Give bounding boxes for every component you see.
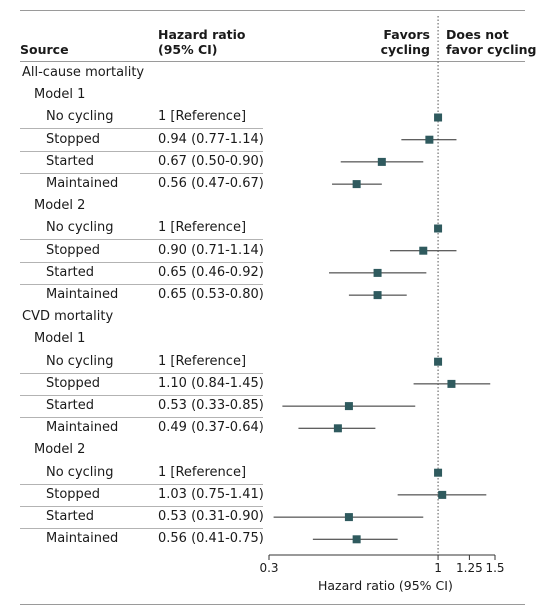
row-label: Started <box>46 398 95 413</box>
row-label: Model 2 <box>34 198 86 214</box>
row-label: Started <box>46 509 95 524</box>
hazard-ratio-value: 0.67 (0.50-0.90) <box>158 153 264 169</box>
row-label: Stopped <box>46 131 101 147</box>
table-row: Stopped 1.03 (0.75-1.41) <box>20 484 264 507</box>
hazard-ratio-header-line2: (95% CI) <box>158 42 218 57</box>
row-label: No cycling <box>46 464 114 480</box>
table-row: No cycling 1 [Reference] <box>20 462 263 485</box>
table-row: No cycling 1 [Reference] <box>20 106 263 130</box>
hr-point <box>419 246 428 255</box>
row-label: No cycling <box>46 353 114 369</box>
model-row: Model 1 <box>20 84 263 106</box>
row-label: Model 1 <box>34 331 86 347</box>
model-row: Model 2 <box>20 195 263 217</box>
row-label: Stopped <box>46 486 101 502</box>
table-row: Started 0.65 (0.46-0.92) <box>20 262 264 285</box>
model-row: Model 2 <box>20 439 263 461</box>
row-label: All-cause mortality <box>22 65 145 80</box>
row-label: Stopped <box>46 375 101 391</box>
table-row: Stopped 0.94 (0.77-1.14) <box>20 129 264 152</box>
hr-point <box>377 157 386 166</box>
table-row: Maintained 0.65 (0.53-0.80) <box>20 284 264 306</box>
outcome-row: All-cause mortality <box>20 62 263 84</box>
hazard-ratio-value: 1 [Reference] <box>158 220 247 236</box>
hr-point <box>438 490 447 499</box>
hazard-ratio-value: 0.53 (0.31-0.90) <box>158 509 264 524</box>
table-row: No cycling 1 [Reference] <box>20 217 263 241</box>
row-label: Stopped <box>46 242 101 258</box>
row-label: No cycling <box>46 220 114 236</box>
row-label: No cycling <box>46 109 114 125</box>
model-row: Model 1 <box>20 328 263 350</box>
table-row: Started 0.53 (0.33-0.85) <box>20 395 264 418</box>
header-rule <box>20 61 525 62</box>
bottom-rule <box>20 604 525 605</box>
hr-point <box>344 402 353 411</box>
hazard-ratio-value: 1 [Reference] <box>158 464 247 480</box>
table-row: Started 0.53 (0.31-0.90) <box>20 506 264 529</box>
row-label: Maintained <box>46 531 119 547</box>
hr-point <box>434 468 443 477</box>
table-row: Maintained 0.49 (0.37-0.64) <box>20 417 264 439</box>
hr-point <box>352 180 361 189</box>
row-label: Maintained <box>46 176 119 191</box>
does-not-favor-line1: Does not <box>446 27 509 42</box>
hazard-ratio-value: 1 [Reference] <box>158 353 247 369</box>
hazard-ratio-header-line1: Hazard ratio <box>158 27 246 42</box>
table-row: Maintained 0.56 (0.47-0.67) <box>20 173 264 195</box>
hr-point <box>333 424 342 433</box>
hr-point <box>344 513 353 522</box>
hr-point <box>447 379 456 388</box>
table-row: Stopped 0.90 (0.71-1.14) <box>20 240 264 263</box>
row-label: Model 1 <box>34 87 86 103</box>
row-label: CVD mortality <box>22 309 114 325</box>
hazard-ratio-value: 1.10 (0.84-1.45) <box>158 375 264 391</box>
favors-cycling-header: Favors cycling <box>381 27 430 57</box>
hazard-ratio-value: 0.94 (0.77-1.14) <box>158 131 264 147</box>
table-row: Started 0.67 (0.50-0.90) <box>20 151 264 174</box>
source-header: Source <box>20 42 69 57</box>
hr-point <box>425 135 434 144</box>
hr-point <box>434 357 443 366</box>
hazard-ratio-value: 1.03 (0.75-1.41) <box>158 486 264 502</box>
hr-point <box>352 535 361 544</box>
hazard-ratio-value: 1 [Reference] <box>158 109 247 125</box>
favors-cycling-line2: cycling <box>380 42 430 57</box>
hr-point <box>373 291 382 300</box>
row-label: Started <box>46 153 95 169</box>
row-label: Model 2 <box>34 442 86 458</box>
hazard-ratio-value: 0.90 (0.71-1.14) <box>158 242 264 258</box>
x-tick-label: 1.5 <box>485 561 504 575</box>
x-tick-label: 1 <box>434 561 442 575</box>
x-axis-label: Hazard ratio (95% CI) <box>318 578 453 593</box>
hazard-ratio-value: 0.56 (0.47-0.67) <box>158 176 264 191</box>
hr-point <box>373 268 382 277</box>
row-label: Maintained <box>46 287 119 302</box>
table-row: Maintained 0.56 (0.41-0.75) <box>20 528 264 550</box>
does-not-favor-header: Does not favor cycling <box>446 27 537 57</box>
table-row: Stopped 1.10 (0.84-1.45) <box>20 373 264 396</box>
x-tick-label: 1.25 <box>456 561 483 575</box>
favors-cycling-line1: Favors <box>383 27 430 42</box>
hazard-ratio-value: 0.65 (0.53-0.80) <box>158 287 264 302</box>
hazard-ratio-header: Hazard ratio (95% CI) <box>158 27 246 57</box>
hazard-ratio-value: 0.49 (0.37-0.64) <box>158 420 264 436</box>
x-tick-label: 0.3 <box>259 561 278 575</box>
hazard-ratio-value: 0.65 (0.46-0.92) <box>158 264 264 280</box>
table-row: No cycling 1 [Reference] <box>20 351 263 374</box>
hr-point <box>434 113 443 122</box>
row-label: Maintained <box>46 420 119 436</box>
outcome-row: CVD mortality <box>20 306 263 328</box>
row-label: Started <box>46 264 95 280</box>
hr-point <box>434 224 443 233</box>
does-not-favor-line2: favor cycling <box>446 42 537 57</box>
hazard-ratio-value: 0.53 (0.33-0.85) <box>158 398 264 413</box>
hazard-ratio-value: 0.56 (0.41-0.75) <box>158 531 264 547</box>
top-rule <box>20 10 525 11</box>
